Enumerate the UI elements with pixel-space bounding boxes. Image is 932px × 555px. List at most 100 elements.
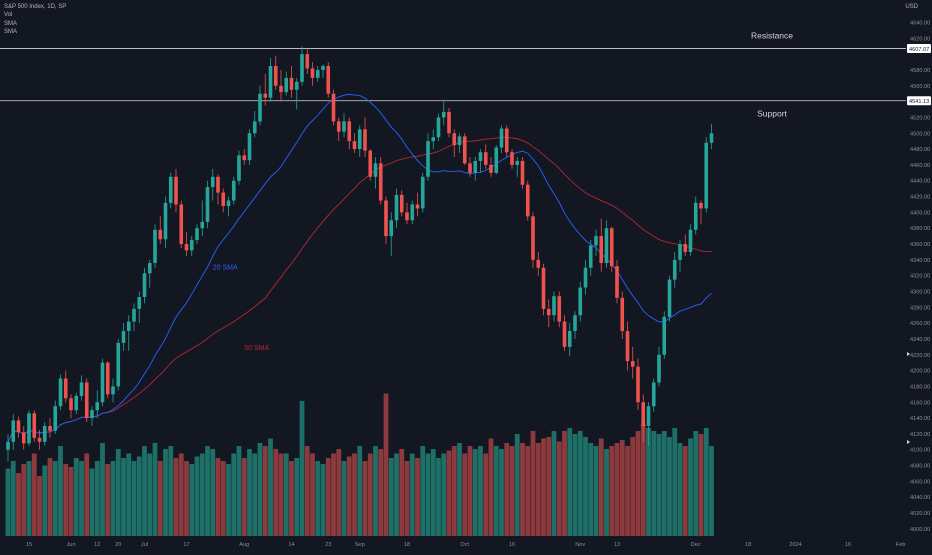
candle-body bbox=[221, 192, 226, 207]
candle-body bbox=[242, 155, 247, 161]
y-tick-label: 4640.00 bbox=[910, 20, 930, 26]
y-tick-label: 4380.00 bbox=[910, 226, 930, 232]
candle-body bbox=[704, 142, 709, 209]
candle-body bbox=[478, 152, 483, 161]
candle-body bbox=[368, 150, 373, 177]
candle-body bbox=[541, 267, 546, 309]
candle-body bbox=[195, 228, 199, 241]
y-tick-label: 4140.00 bbox=[910, 416, 930, 422]
y-tick-label: 4560.00 bbox=[910, 84, 930, 90]
candle-body bbox=[615, 266, 619, 298]
y-tick-label: 4520.00 bbox=[910, 115, 930, 121]
candle-body bbox=[441, 111, 446, 118]
sma-50-label: 50 SMA bbox=[244, 345, 269, 352]
volume-bar bbox=[121, 458, 126, 536]
volume-bar bbox=[614, 443, 620, 536]
candle-body bbox=[399, 194, 404, 213]
sma-20-line bbox=[7, 93, 712, 443]
candle-body bbox=[74, 395, 79, 411]
candle-body bbox=[510, 152, 514, 165]
candle-body bbox=[357, 129, 362, 150]
candle-body bbox=[452, 133, 457, 146]
y-tick-label: 4100.00 bbox=[910, 448, 930, 454]
candle-body bbox=[268, 66, 273, 98]
candle-body bbox=[121, 331, 126, 343]
volume-bar bbox=[110, 461, 116, 536]
volume-bar bbox=[47, 458, 53, 536]
indicator-sma-20[interactable]: SMA bbox=[4, 20, 18, 27]
candle-body bbox=[153, 229, 157, 264]
volume-bar bbox=[184, 461, 189, 536]
volume-bar bbox=[462, 453, 468, 536]
volume-bar bbox=[656, 434, 662, 536]
y-tick-label: 4220.00 bbox=[910, 353, 930, 359]
candle-body bbox=[457, 136, 462, 146]
volume-bar bbox=[189, 464, 195, 536]
y-tick-label: 4240.00 bbox=[910, 337, 930, 343]
candle-body bbox=[641, 402, 646, 426]
candle-body bbox=[604, 228, 609, 264]
candle-body bbox=[552, 296, 556, 316]
y-tick-label: 4500.00 bbox=[910, 131, 930, 137]
candle-body bbox=[347, 121, 352, 142]
candle-body bbox=[462, 136, 467, 164]
x-tick-label: 14 bbox=[288, 542, 294, 548]
volume-bar bbox=[367, 453, 373, 536]
currency-label[interactable]: USD bbox=[905, 4, 918, 10]
candle-body bbox=[657, 354, 661, 383]
candle-body bbox=[11, 420, 16, 442]
volume-bar bbox=[546, 437, 552, 536]
candle-body bbox=[237, 155, 241, 181]
candle-body bbox=[231, 180, 236, 201]
volume-bar bbox=[10, 461, 16, 536]
indicator-sma-50[interactable]: SMA bbox=[4, 28, 18, 35]
candle-body bbox=[216, 176, 220, 193]
candle-body bbox=[37, 437, 42, 442]
candle-body bbox=[69, 398, 73, 411]
candle-body bbox=[373, 163, 378, 177]
candle-body bbox=[16, 420, 21, 433]
volume-bar bbox=[325, 458, 331, 536]
y-tick-label: 4360.00 bbox=[910, 242, 930, 248]
candle-body bbox=[352, 141, 357, 150]
candle-body bbox=[27, 413, 31, 444]
volume-bar bbox=[541, 438, 546, 536]
x-tick-label: Jul bbox=[141, 542, 148, 548]
volume-bar bbox=[142, 446, 147, 536]
candle-body bbox=[294, 81, 299, 90]
x-tick-label: 16 bbox=[509, 542, 515, 548]
volume-bar bbox=[588, 443, 594, 536]
volume-bar bbox=[404, 461, 410, 536]
resistance-label: Resistance bbox=[751, 31, 793, 41]
candle-body bbox=[531, 216, 535, 260]
volume-bar bbox=[257, 443, 263, 536]
y-tick-label: 4480.00 bbox=[910, 147, 930, 153]
candle-body bbox=[179, 204, 184, 245]
volume-bar bbox=[5, 468, 11, 536]
volume-bar bbox=[73, 458, 79, 536]
candle-body bbox=[651, 382, 656, 407]
volume-bar bbox=[525, 446, 531, 536]
volume-bar bbox=[672, 428, 678, 536]
candle-body bbox=[620, 297, 625, 332]
volume-bar bbox=[37, 476, 42, 536]
volume-bar bbox=[383, 393, 389, 536]
indicator-volume[interactable]: Vol bbox=[4, 12, 13, 19]
volume-bar bbox=[26, 461, 32, 536]
volume-bar bbox=[430, 449, 436, 536]
y-tick-label: 4160.00 bbox=[910, 400, 930, 406]
candle-body bbox=[111, 386, 115, 395]
symbol-title[interactable]: S&P 500 Index, 1D, SP bbox=[4, 4, 67, 10]
candle-body bbox=[525, 184, 530, 217]
candle-body bbox=[163, 202, 168, 240]
x-tick-label: Aug bbox=[239, 542, 249, 548]
x-tick-label: Nov bbox=[575, 542, 585, 548]
volume-bar bbox=[58, 446, 63, 536]
candle-body bbox=[90, 410, 94, 419]
x-tick-label: Oct bbox=[460, 542, 469, 548]
volume-bar bbox=[604, 449, 609, 536]
candle-body bbox=[342, 121, 346, 132]
volume-bar bbox=[320, 464, 326, 536]
